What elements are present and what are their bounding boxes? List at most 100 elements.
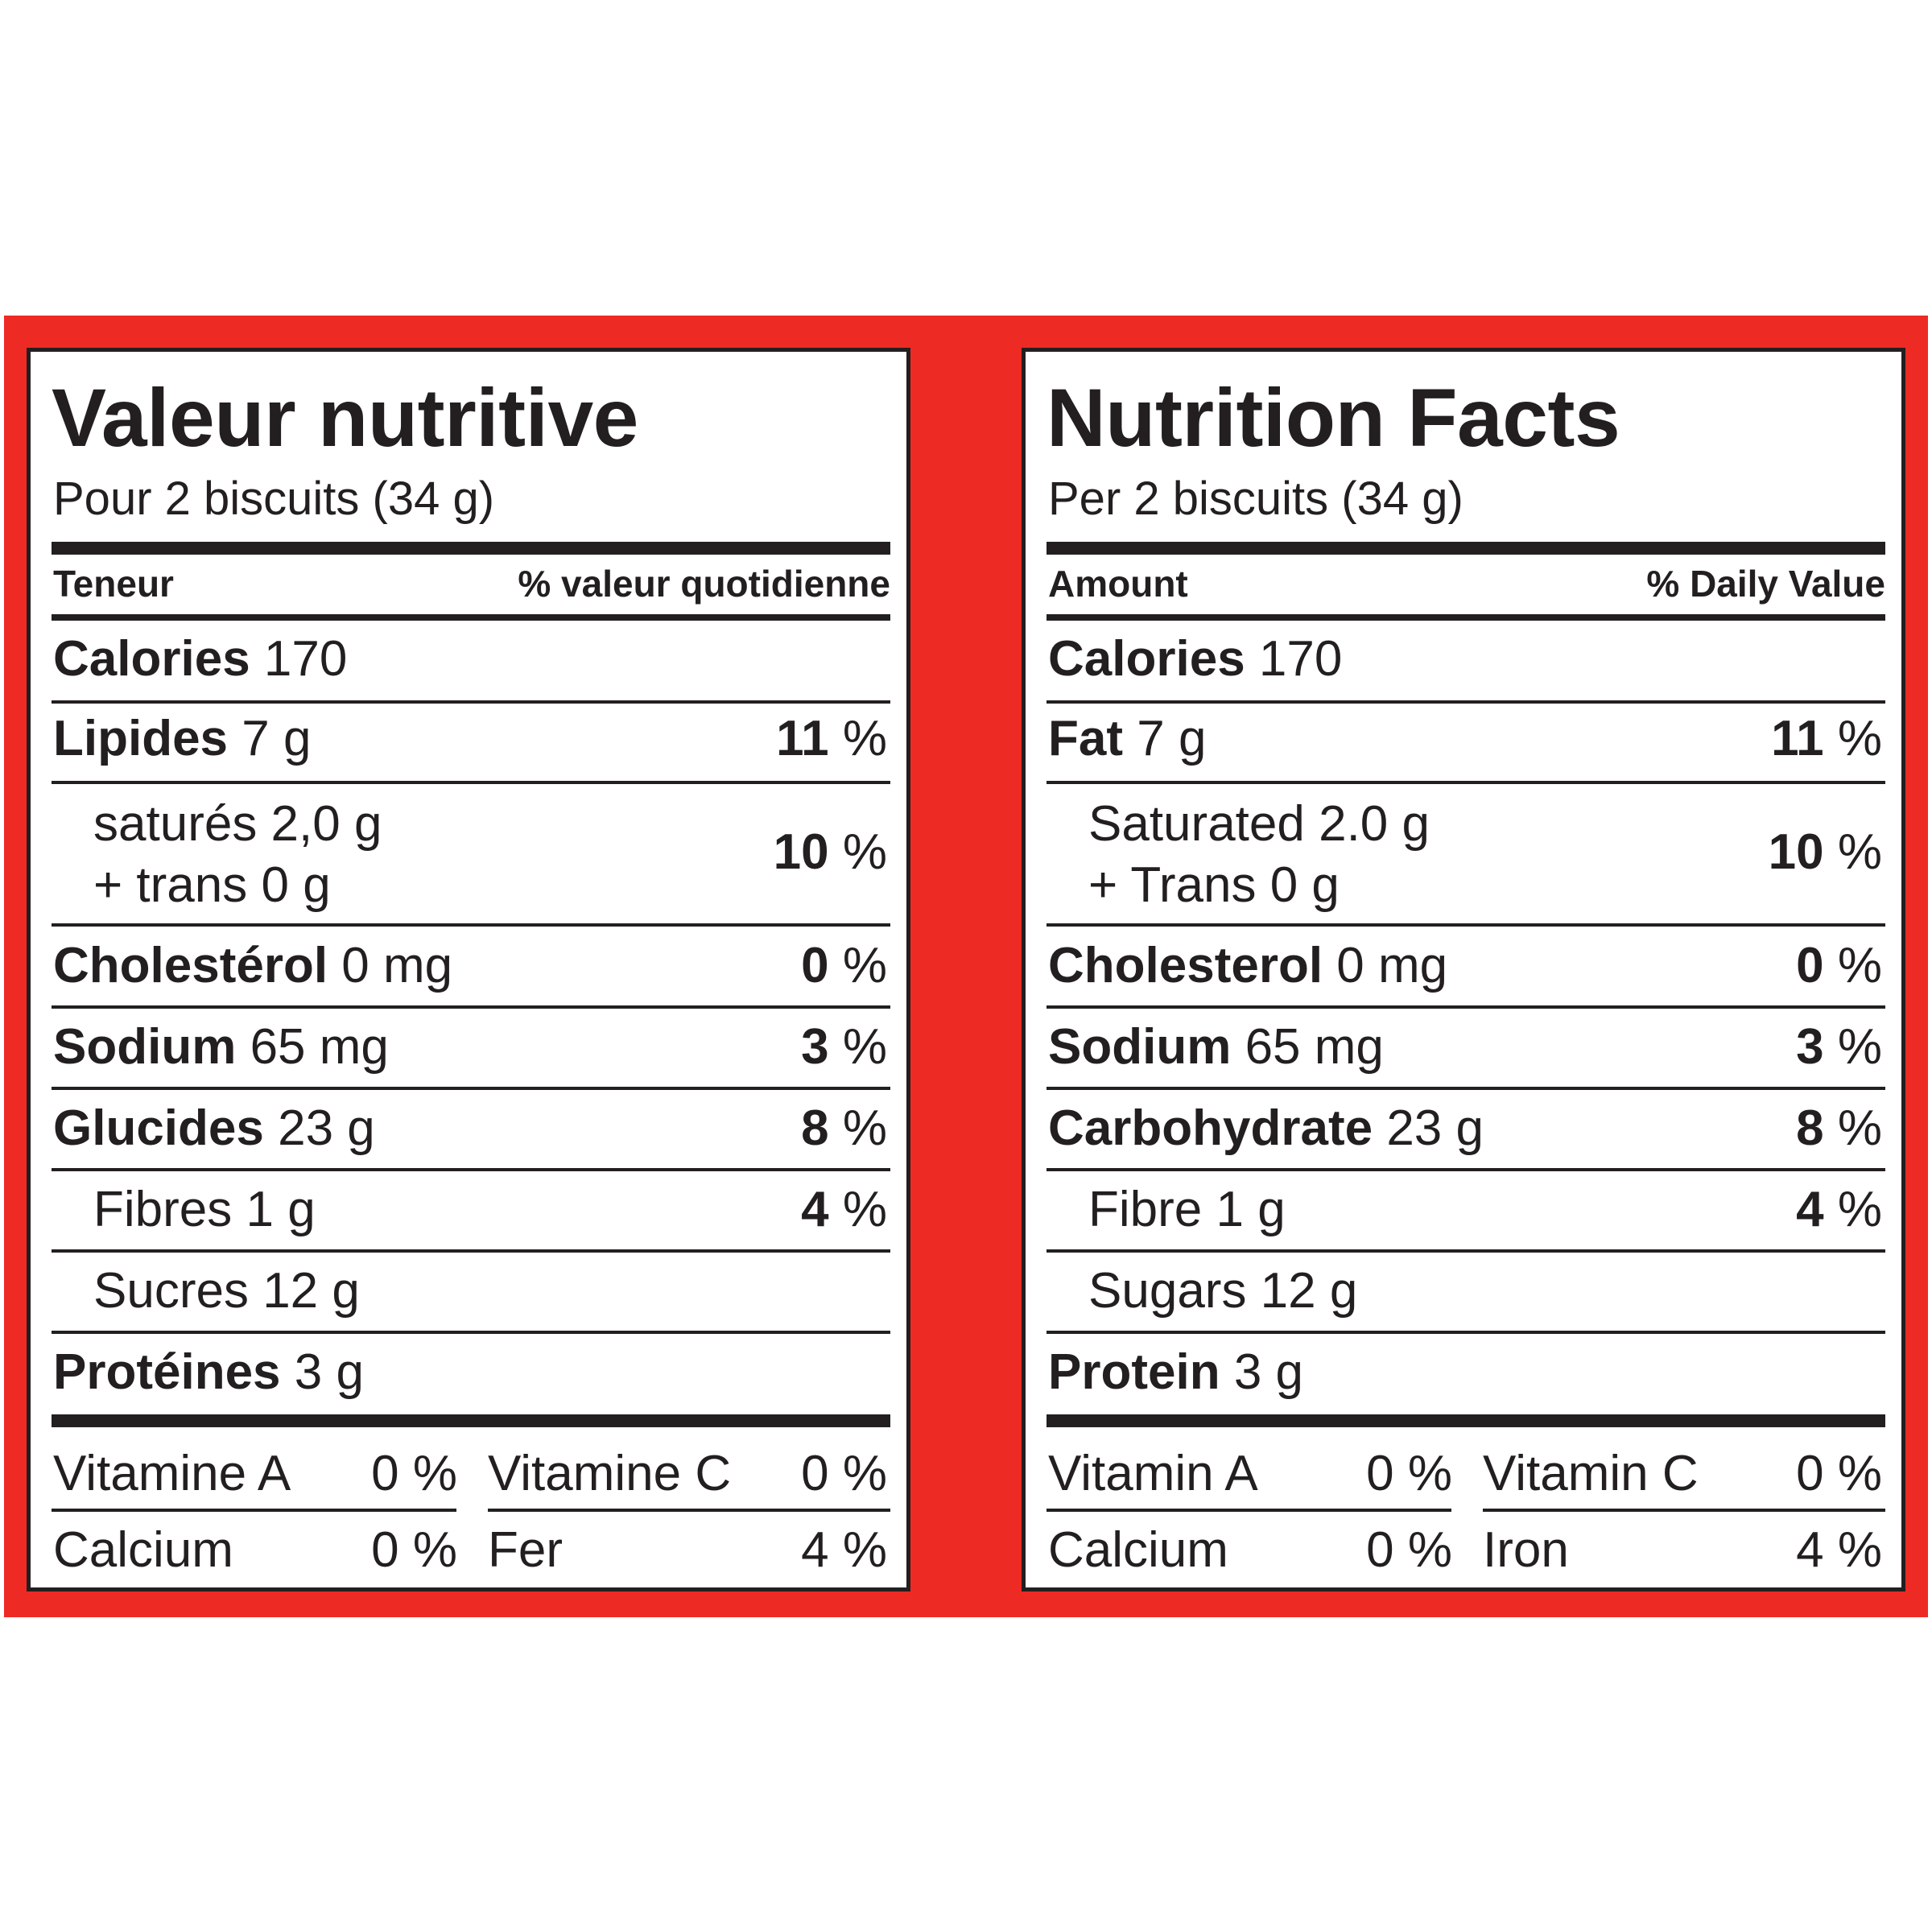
percent-sign: % (1837, 1182, 1882, 1237)
medium-rule (52, 614, 890, 621)
sodium-row: Sodium 65 mg 3 % (1046, 1009, 1885, 1086)
carbohydrate-amount: 23 g (278, 1100, 375, 1156)
percent-sign: % (1837, 1100, 1882, 1156)
fibre-row: Fibres 1 g 4 % (52, 1171, 890, 1249)
row-rule (52, 1249, 890, 1253)
nutrition-panel-french: Valeur nutritive Pour 2 biscuits (34 g) … (27, 348, 910, 1591)
row-rule (1483, 1509, 1885, 1512)
carbohydrate-row: Glucides 23 g 8 % (52, 1090, 890, 1167)
sodium-row: Sodium 65 mg 3 % (52, 1009, 890, 1086)
serving-size: Per 2 biscuits (34 g) (1048, 473, 1463, 525)
thick-rule (52, 542, 890, 555)
fat-label: Lipides (53, 711, 229, 766)
sodium-dv: 3 (801, 1019, 829, 1075)
header-daily-value: % Daily Value (1646, 563, 1885, 605)
trans-label: + trans 0 g (93, 857, 331, 913)
carbohydrate-dv: 8 (801, 1100, 829, 1156)
percent-sign: % (1837, 1019, 1882, 1075)
calories-row: Calories 170 (52, 627, 890, 691)
percent-sign: % (842, 1182, 887, 1237)
percent-sign: % (842, 711, 887, 766)
fibre-label: Fibre 1 g (1088, 1182, 1286, 1237)
calories-label: Calories (1048, 631, 1245, 687)
saturated-label: Saturated 2.0 g (1088, 796, 1430, 852)
row-rule (1046, 700, 1885, 704)
serving-size: Pour 2 biscuits (34 g) (53, 473, 495, 525)
row-rule (52, 1005, 890, 1009)
row-rule (1046, 1005, 1885, 1009)
thick-rule (1046, 1414, 1885, 1427)
thick-rule (1046, 542, 1885, 555)
sugars-row: Sugars 12 g (1046, 1253, 1885, 1330)
sodium-dv: 3 (1796, 1019, 1824, 1075)
row-rule (1046, 1168, 1885, 1171)
vitamin-c-label: Vitamine C (488, 1446, 732, 1501)
vitamin-c-label: Vitamin C (1483, 1446, 1699, 1501)
percent-sign: % (1837, 711, 1882, 766)
fat-label: Fat (1048, 711, 1123, 766)
protein-label: Protéines (53, 1344, 281, 1400)
sodium-label: Sodium (1048, 1019, 1232, 1075)
percent-sign: % (1837, 824, 1882, 880)
vitamin-a-label: Vitamin A (1048, 1446, 1258, 1501)
cholesterol-row: Cholestérol 0 mg 0 % (52, 927, 890, 1005)
row-rule (52, 1331, 890, 1334)
thick-rule (52, 1414, 890, 1427)
row-rule (52, 781, 890, 784)
iron-value: 4 % (1796, 1522, 1882, 1578)
calories-row: Calories 170 (1046, 627, 1885, 691)
cholesterol-amount: 0 mg (341, 938, 453, 993)
medium-rule (1046, 614, 1885, 621)
iron-value: 4 % (801, 1522, 887, 1578)
saturated-label: saturés 2,0 g (93, 796, 382, 852)
cholesterol-label: Cholesterol (1048, 938, 1323, 993)
row-rule (52, 700, 890, 704)
row-rule (52, 1509, 456, 1512)
saturated-fat-row: Saturated 2.0 g + Trans 0 g 10 % (1046, 784, 1885, 921)
fibre-row: Fibre 1 g 4 % (1046, 1171, 1885, 1249)
header-amount: Teneur (53, 563, 174, 605)
calories-label: Calories (53, 631, 250, 687)
cholesterol-dv: 0 (801, 938, 829, 993)
fat-amount: 7 g (242, 711, 312, 766)
percent-sign: % (842, 938, 887, 993)
carbohydrate-dv: 8 (1796, 1100, 1824, 1156)
panel-title: Nutrition Facts (1046, 372, 1620, 464)
column-header: Teneur % valeur quotidienne (52, 564, 890, 604)
vitamin-c-value: 0 % (801, 1446, 887, 1501)
row-rule (1046, 923, 1885, 927)
cholesterol-dv: 0 (1796, 938, 1824, 993)
iron-label: Fer (488, 1522, 563, 1578)
cholesterol-amount: 0 mg (1336, 938, 1448, 993)
protein-amount: 3 g (294, 1344, 364, 1400)
saturated-fat-row: saturés 2,0 g + trans 0 g 10 % (52, 784, 890, 921)
calcium-value: 0 % (371, 1522, 457, 1578)
fibre-dv: 4 (1796, 1182, 1824, 1237)
fibre-label: Fibres 1 g (93, 1182, 316, 1237)
carbohydrate-row: Carbohydrate 23 g 8 % (1046, 1090, 1885, 1167)
trans-label: + Trans 0 g (1088, 857, 1340, 913)
iron-label: Iron (1483, 1522, 1569, 1578)
carbohydrate-label: Glucides (53, 1100, 264, 1156)
row-rule (1046, 1249, 1885, 1253)
carbohydrate-amount: 23 g (1386, 1100, 1484, 1156)
row-rule (1046, 1509, 1451, 1512)
row-rule (1046, 781, 1885, 784)
saturated-dv: 10 (1768, 824, 1824, 880)
fat-amount: 7 g (1137, 711, 1207, 766)
saturated-dv: 10 (773, 824, 829, 880)
cholesterol-label: Cholestérol (53, 938, 328, 993)
vitamin-a-value: 0 % (371, 1446, 457, 1501)
row-rule (488, 1509, 890, 1512)
protein-row: Protéines 3 g (52, 1334, 890, 1411)
vitamin-a-label: Vitamine A (53, 1446, 291, 1501)
fat-dv: 11 (776, 711, 829, 766)
sugars-label: Sucres 12 g (93, 1263, 360, 1319)
nutrition-panel-english: Nutrition Facts Per 2 biscuits (34 g) Am… (1022, 348, 1905, 1591)
calories-value: 170 (1258, 631, 1343, 687)
header-amount: Amount (1048, 563, 1188, 605)
cholesterol-row: Cholesterol 0 mg 0 % (1046, 927, 1885, 1005)
calories-value: 170 (263, 631, 348, 687)
fat-dv: 11 (1771, 711, 1824, 766)
panel-title: Valeur nutritive (52, 372, 638, 464)
